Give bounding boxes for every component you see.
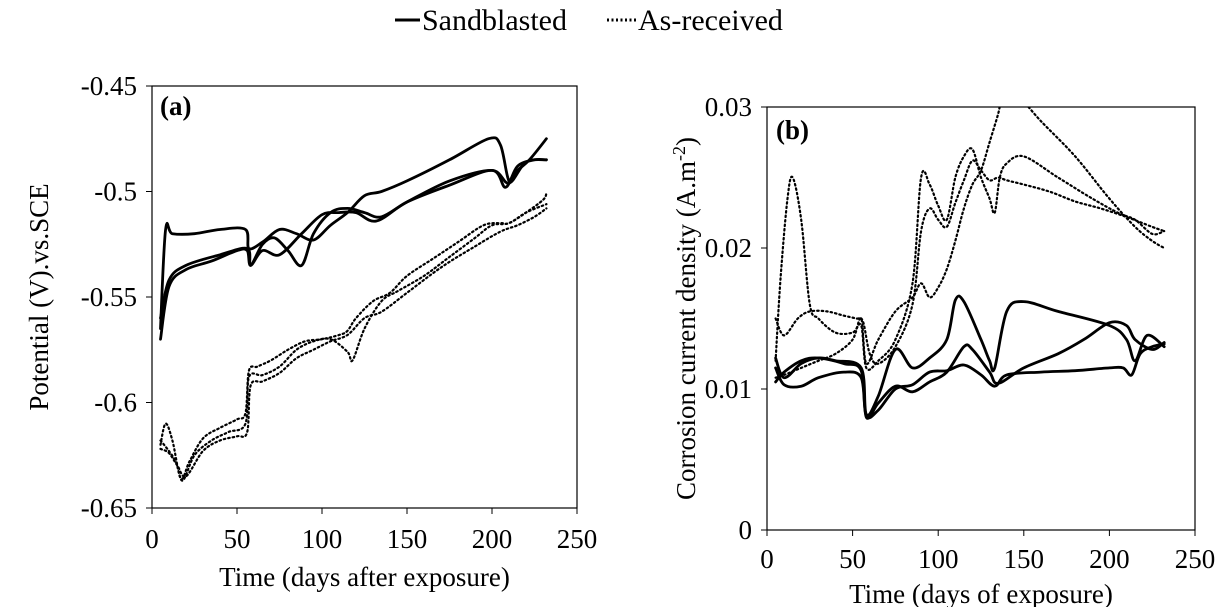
y-axis-label: Corrosion current density (A.m-2) (669, 137, 701, 500)
x-tick-label: 50 (839, 544, 866, 574)
x-axis-label: Time (days of exposure) (849, 579, 1113, 607)
as-received-series-line-6 (159, 207, 548, 478)
sandblasted-series-line-1 (774, 294, 1166, 417)
y-tick-label: 0 (739, 515, 753, 545)
panel-label: (a) (160, 91, 191, 121)
series-group (774, 107, 1166, 420)
x-axis-label: Time (days after exposure) (219, 562, 510, 592)
y-tick-label: -0.65 (81, 493, 137, 523)
x-tick-label: 100 (302, 524, 343, 554)
x-tick-label: 100 (918, 544, 959, 574)
x-tick-label: 250 (557, 524, 598, 554)
legend-solid-label: Sandblasted (422, 4, 567, 37)
sandblasted-series-line-2 (774, 320, 1166, 420)
y-tick-label: -0.55 (81, 282, 137, 312)
as-received-series-line-4 (774, 147, 1166, 371)
panel-a-potential: 0 50 100 150 200 250 -0.65 -0.6 -0.55 -0.5 -0.45 (a… (24, 71, 597, 592)
plot-frame (766, 106, 1196, 531)
series-group (159, 136, 548, 482)
y-tick-label: -0.45 (81, 71, 137, 101)
y-tick-label: 0.02 (705, 233, 752, 263)
x-tick-label: 200 (472, 524, 513, 554)
y-axis-label: Potential (V).vs.SCE (24, 183, 54, 410)
plot-frame (151, 85, 578, 509)
x-tick-label: 150 (387, 524, 428, 554)
x-tick-label: 150 (1004, 544, 1045, 574)
x-tick-label: 50 (224, 524, 251, 554)
y-axis-label-end: ) (671, 137, 701, 146)
as-received-series-line-5 (159, 203, 548, 482)
y-tick-label: -0.5 (94, 177, 137, 207)
panel-label: (b) (776, 115, 809, 145)
y-tick-label: 0.01 (705, 374, 752, 404)
x-tick-label: 250 (1175, 544, 1216, 574)
sandblasted-series-line-2 (159, 157, 548, 341)
x-tick-label: 200 (1089, 544, 1130, 574)
panel-b-current-density: 0 50 100 150 200 250 0 0.01 0.02 0.03 (b) Time (day… (669, 92, 1216, 607)
sandblasted-series-line-1 (159, 136, 548, 330)
as-received-series-line-6 (774, 107, 1166, 379)
y-axis-label-superscript: -2 (669, 146, 689, 161)
legend: Sandblasted As-received (395, 4, 783, 37)
as-received-series-line-5 (774, 159, 1166, 365)
y-tick-label: -0.6 (94, 388, 137, 418)
x-tick-label: 0 (145, 524, 159, 554)
sandblasted-series-line-3 (774, 342, 1166, 420)
x-tick-label: 0 (760, 544, 774, 574)
y-tick-label: 0.03 (705, 92, 752, 122)
legend-dotted-label: As-received (638, 4, 783, 37)
sandblasted-series-line-3 (159, 158, 548, 320)
